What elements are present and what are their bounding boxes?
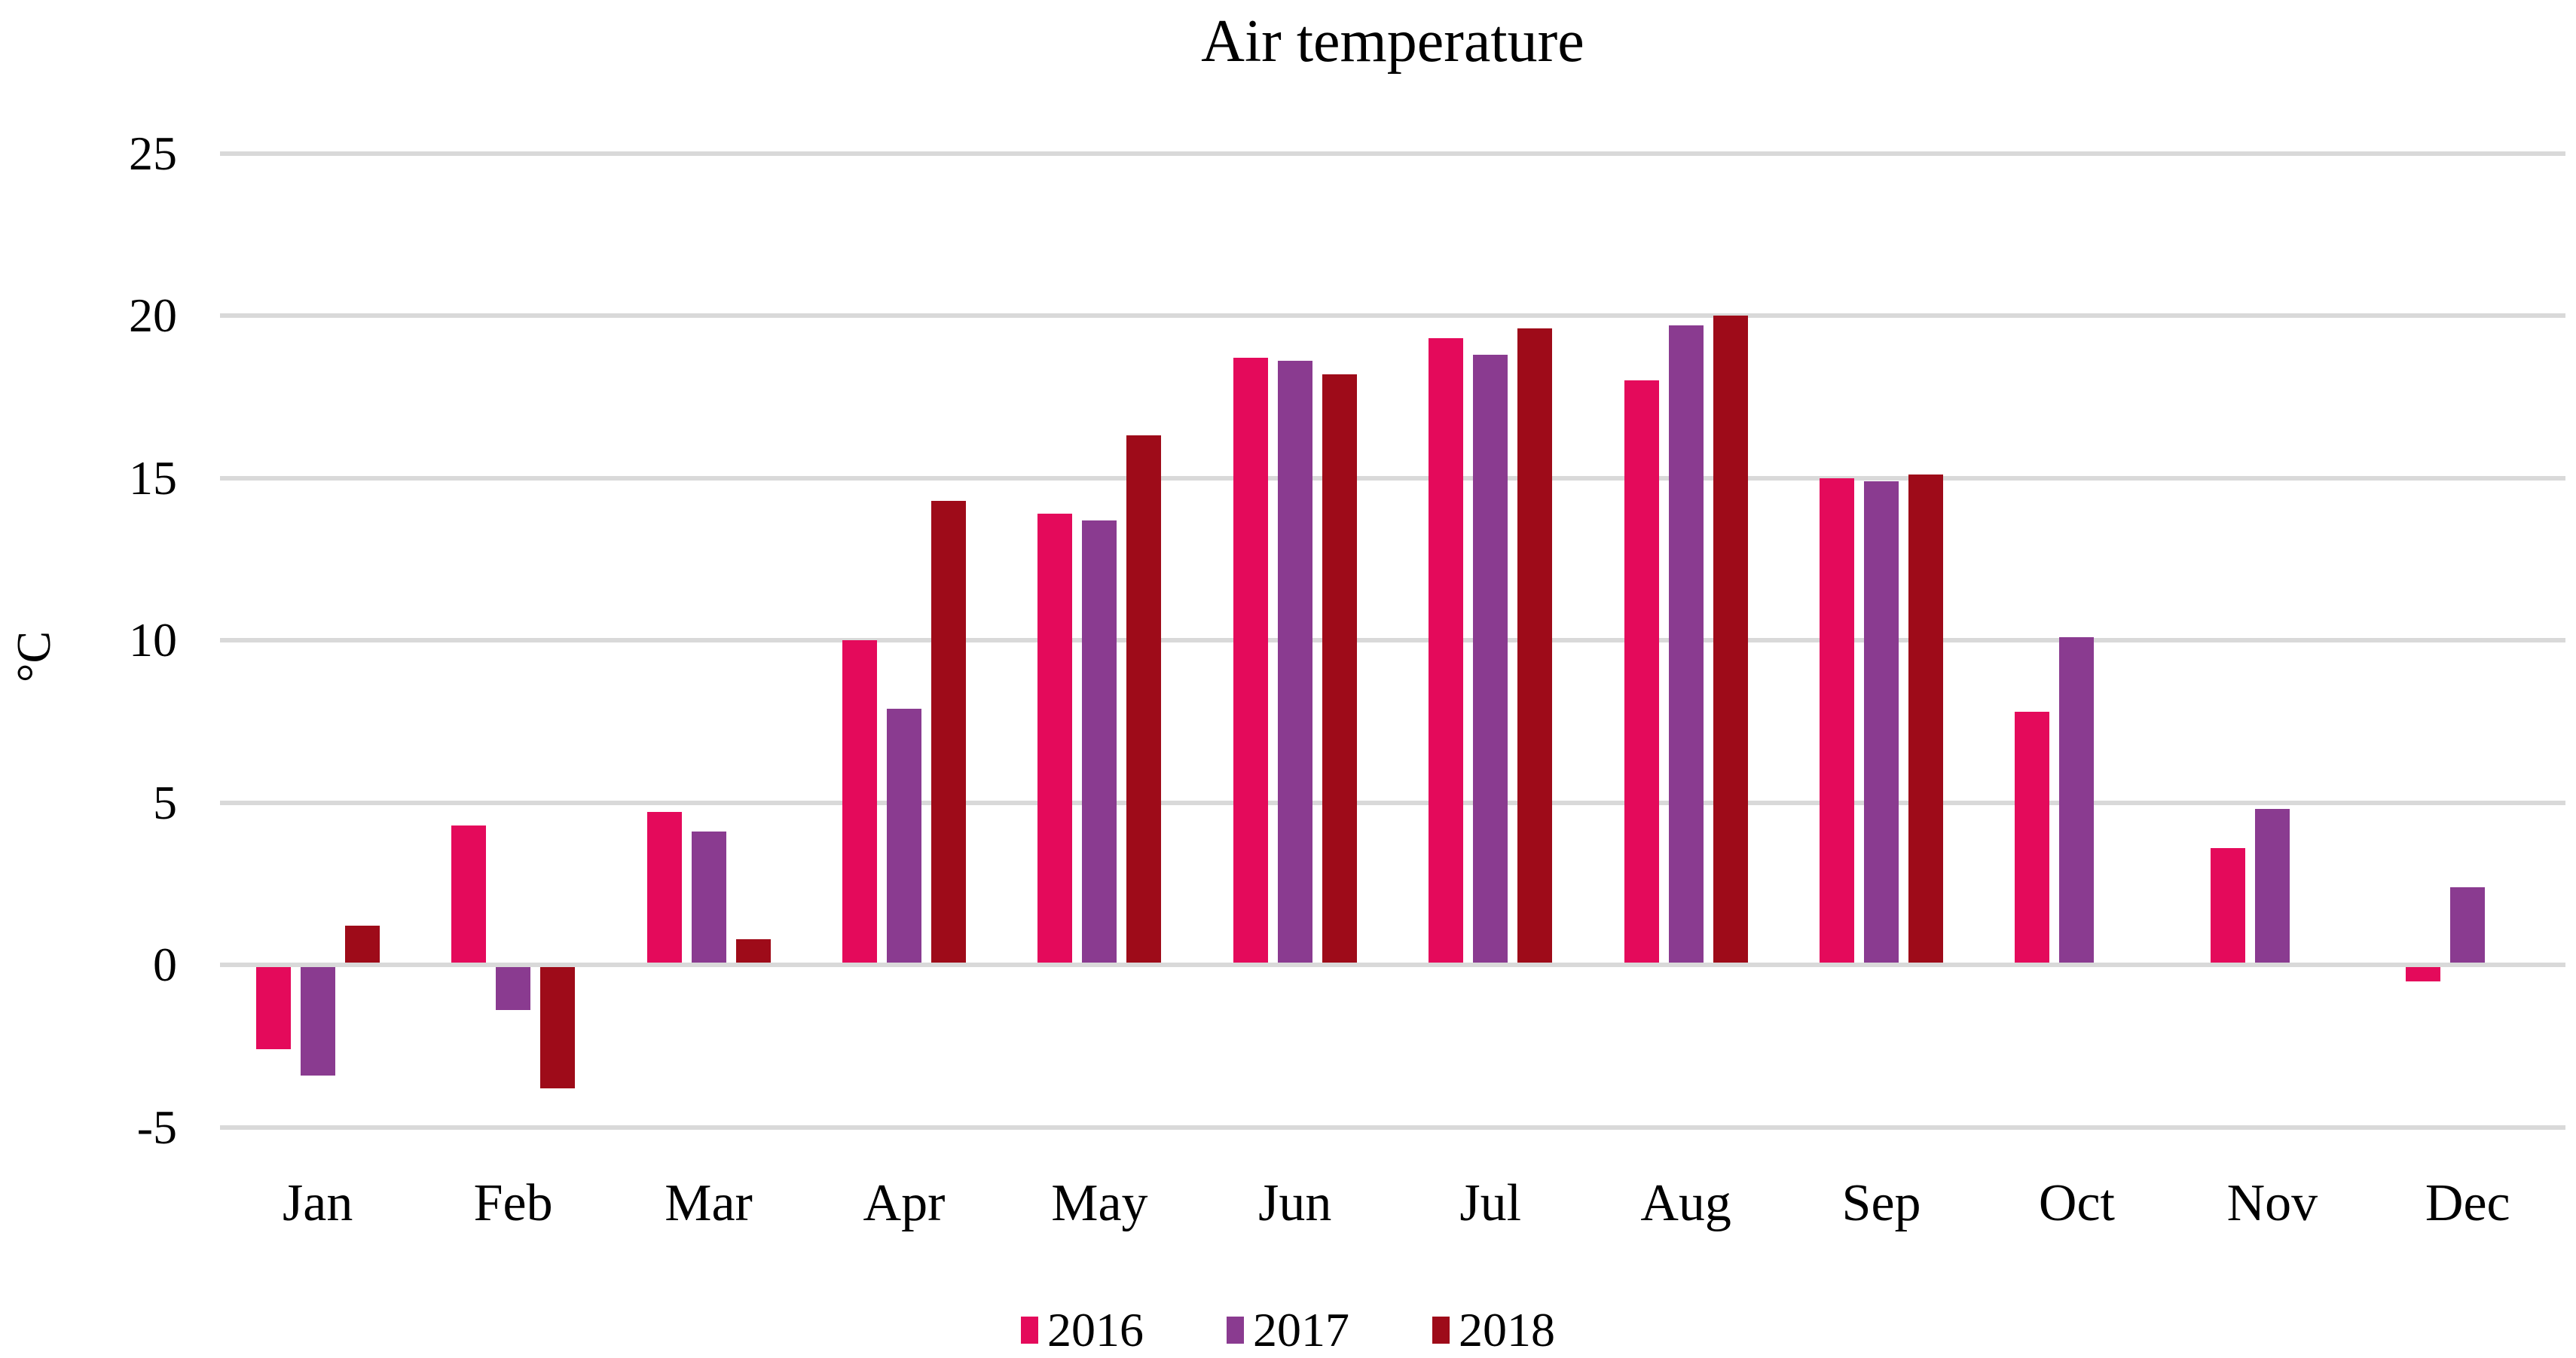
y-tick-label-0: 0 xyxy=(153,938,177,991)
bar-2018-Feb xyxy=(540,967,576,1088)
x-tick-label-Oct: Oct xyxy=(2038,1174,2115,1232)
bar-2017-Feb xyxy=(496,967,531,1011)
x-tick-label-Sep: Sep xyxy=(1841,1174,1921,1232)
legend-item-2017: 2017 xyxy=(1227,1302,1349,1358)
y-tick-label-25: 25 xyxy=(129,126,177,180)
y-tick-label--5: -5 xyxy=(136,1100,177,1154)
bar-2017-Nov xyxy=(2254,809,2290,963)
x-tick-label-Aug: Aug xyxy=(1640,1174,1731,1232)
legend-label-2018: 2018 xyxy=(1459,1303,1555,1356)
bar-2016-Apr xyxy=(842,640,877,963)
bar-2017-May xyxy=(1082,520,1117,963)
x-tick-label-Jul: Jul xyxy=(1459,1174,1522,1232)
bar-2016-Feb xyxy=(451,825,487,963)
bar-2016-May xyxy=(1037,513,1073,963)
bar-2017-Dec xyxy=(2450,887,2486,963)
x-tick-label-Jun: Jun xyxy=(1258,1174,1332,1232)
bar-2017-Sep xyxy=(1864,481,1899,963)
bar-2017-Jun xyxy=(1277,361,1312,963)
bar-2018-May xyxy=(1126,435,1162,963)
bar-2017-Jul xyxy=(1473,354,1508,963)
x-tick-label-May: May xyxy=(1051,1174,1148,1232)
bar-2017-Mar xyxy=(691,832,726,963)
bar-2016-Aug xyxy=(1624,380,1659,963)
gridline-0 xyxy=(220,963,2565,967)
bar-2018-Sep xyxy=(1908,475,1944,963)
gridline--5 xyxy=(220,1125,2565,1130)
bar-2016-Mar xyxy=(646,812,682,963)
bar-2016-Jun xyxy=(1233,358,1268,963)
x-tick-label-Dec: Dec xyxy=(2425,1174,2510,1232)
legend-label-2017: 2017 xyxy=(1253,1303,1349,1356)
x-tick-label-Feb: Feb xyxy=(473,1174,553,1232)
bar-2017-Apr xyxy=(886,708,921,963)
bar-2018-Mar xyxy=(735,938,771,963)
gridline-5 xyxy=(220,800,2565,805)
bar-2016-Jul xyxy=(1429,338,1464,963)
x-tick-label-Mar: Mar xyxy=(665,1174,753,1232)
gridline-20 xyxy=(220,313,2565,318)
y-tick-label-5: 5 xyxy=(153,775,177,829)
bar-2018-Apr xyxy=(930,500,966,963)
x-tick-label-Nov: Nov xyxy=(2226,1174,2318,1232)
bar-2018-Jul xyxy=(1517,328,1553,963)
legend-label-2016: 2016 xyxy=(1047,1303,1144,1356)
legend-swatch-2017 xyxy=(1227,1316,1244,1344)
bar-2018-Jun xyxy=(1322,374,1357,963)
bar-2016-Jan xyxy=(255,967,291,1050)
legend-swatch-2016 xyxy=(1021,1316,1038,1344)
y-tick-label-15: 15 xyxy=(129,450,177,505)
legend-item-2016: 2016 xyxy=(1021,1302,1144,1358)
legend-swatch-2018 xyxy=(1432,1316,1450,1344)
chart-title: Air temperature xyxy=(1201,8,1584,75)
y-tick-label-20: 20 xyxy=(129,288,177,342)
gridline-25 xyxy=(220,151,2565,156)
bar-2017-Oct xyxy=(2059,636,2095,963)
bar-2017-Aug xyxy=(1668,325,1704,963)
legend-item-2018: 2018 xyxy=(1432,1302,1555,1358)
y-tick-label-10: 10 xyxy=(129,613,177,667)
gridline-15 xyxy=(220,475,2565,481)
bar-2018-Aug xyxy=(1713,316,1748,963)
gridline-10 xyxy=(220,638,2565,642)
legend: 2016 2017 2018 xyxy=(0,1302,2576,1358)
bar-2016-Dec xyxy=(2406,967,2441,981)
x-tick-label-Jan: Jan xyxy=(283,1174,353,1232)
bar-2018-Jan xyxy=(344,926,380,963)
bar-2017-Jan xyxy=(300,967,335,1076)
bar-2016-Oct xyxy=(2015,711,2050,963)
x-tick-label-Apr: Apr xyxy=(863,1174,946,1232)
bar-2016-Nov xyxy=(2210,847,2245,963)
bar-2016-Sep xyxy=(1820,478,1855,963)
